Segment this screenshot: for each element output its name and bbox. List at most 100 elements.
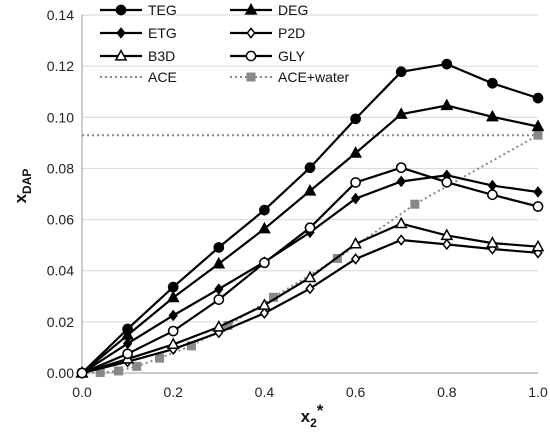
data-point	[246, 27, 256, 39]
x-tick-label: 0.6	[346, 384, 366, 400]
x-tick-label: 0.0	[72, 384, 92, 400]
data-point	[257, 298, 271, 310]
data-point	[132, 361, 142, 371]
series-teg	[76, 58, 544, 379]
data-point	[245, 50, 257, 62]
data-point	[167, 325, 179, 337]
data-point	[531, 239, 545, 252]
data-point	[532, 201, 544, 212]
data-point	[113, 366, 123, 376]
x-tick-label: 1.0	[528, 384, 548, 400]
y-tick-label: 0.00	[47, 365, 74, 381]
data-point	[155, 353, 165, 363]
legend-label: ETG	[148, 25, 177, 41]
x-tick-label: 0.8	[437, 384, 457, 400]
y-tick-label: 0.02	[47, 314, 74, 330]
data-point	[349, 236, 363, 249]
data-point	[487, 179, 498, 192]
data-point	[410, 199, 420, 209]
legend-entry: ACE	[100, 69, 177, 85]
data-point	[114, 49, 128, 61]
data-point	[394, 216, 408, 229]
data-point	[212, 320, 226, 332]
data-point	[76, 367, 88, 379]
legend-label: B3D	[148, 48, 175, 64]
legend-entry: DEG	[230, 2, 308, 18]
data-point	[213, 242, 225, 253]
data-point	[305, 282, 315, 295]
data-point	[303, 270, 317, 283]
data-point	[122, 348, 133, 360]
data-point	[394, 107, 408, 119]
data-point	[441, 176, 453, 188]
data-point	[533, 130, 543, 140]
data-point	[166, 290, 180, 303]
legend-label: GLY	[278, 48, 306, 64]
data-point	[166, 337, 180, 349]
data-point	[533, 186, 543, 198]
series-p2d	[77, 234, 543, 379]
legend-entry: ETG	[100, 25, 177, 41]
legend-label: ACE	[148, 69, 177, 85]
y-axis-title: xDAP	[11, 169, 34, 204]
data-point	[441, 58, 453, 70]
data-point	[349, 146, 363, 158]
legend-entry: B3D	[100, 48, 175, 64]
data-point	[485, 109, 499, 122]
data-point	[122, 337, 133, 350]
legend-entry: ACE+water	[230, 69, 350, 85]
data-point	[259, 307, 270, 319]
data-point	[303, 183, 317, 196]
data-point	[259, 204, 270, 216]
data-point	[396, 175, 406, 188]
y-tick-label: 0.04	[47, 263, 74, 279]
data-point	[246, 72, 256, 82]
series-line	[81, 238, 539, 375]
data-point	[168, 309, 178, 322]
grid	[82, 14, 538, 323]
data-point	[350, 192, 361, 205]
data-point	[259, 257, 270, 269]
data-point	[167, 281, 179, 293]
y-tick-label: 0.10	[47, 109, 74, 125]
data-point	[532, 92, 544, 104]
legend-entry: P2D	[230, 25, 305, 41]
y-tick-label: 0.06	[47, 212, 74, 228]
data-point	[244, 3, 258, 15]
series-layer	[75, 58, 545, 379]
x-tick-label: 0.4	[255, 384, 275, 400]
legend-label: P2D	[278, 25, 305, 41]
data-point	[212, 256, 226, 269]
legend-label: ACE+water	[278, 69, 350, 85]
series-gly	[76, 162, 544, 379]
data-point	[304, 222, 316, 234]
legend-entry: TEG	[100, 2, 177, 18]
data-point	[485, 236, 499, 248]
data-point	[440, 98, 454, 111]
data-point	[214, 283, 224, 295]
legend-label: DEG	[278, 2, 308, 18]
data-point	[115, 4, 127, 16]
data-point	[395, 66, 407, 78]
data-point	[395, 162, 407, 174]
data-point	[116, 27, 126, 39]
y-tick-label: 0.08	[47, 160, 74, 176]
data-point	[531, 119, 545, 132]
data-point	[487, 77, 498, 89]
x-tick-label: 0.2	[163, 384, 183, 400]
data-point	[350, 253, 361, 265]
tick-labels: 0.00 0.02 0.04 0.06 0.08 0.10 0.12 0.14 0.0 0.2 0.…	[47, 7, 548, 400]
series-deg	[75, 98, 545, 378]
y-tick-label: 0.14	[47, 7, 74, 23]
data-point	[213, 294, 225, 305]
data-point	[257, 221, 271, 234]
legend-entry: GLY	[230, 48, 306, 64]
data-point	[350, 177, 361, 188]
data-point	[396, 234, 406, 246]
legend-label: TEG	[148, 2, 177, 18]
data-point	[487, 189, 498, 201]
y-tick-label: 0.12	[47, 58, 74, 74]
x-axis-title: x2*	[301, 401, 324, 430]
data-point	[350, 113, 361, 125]
